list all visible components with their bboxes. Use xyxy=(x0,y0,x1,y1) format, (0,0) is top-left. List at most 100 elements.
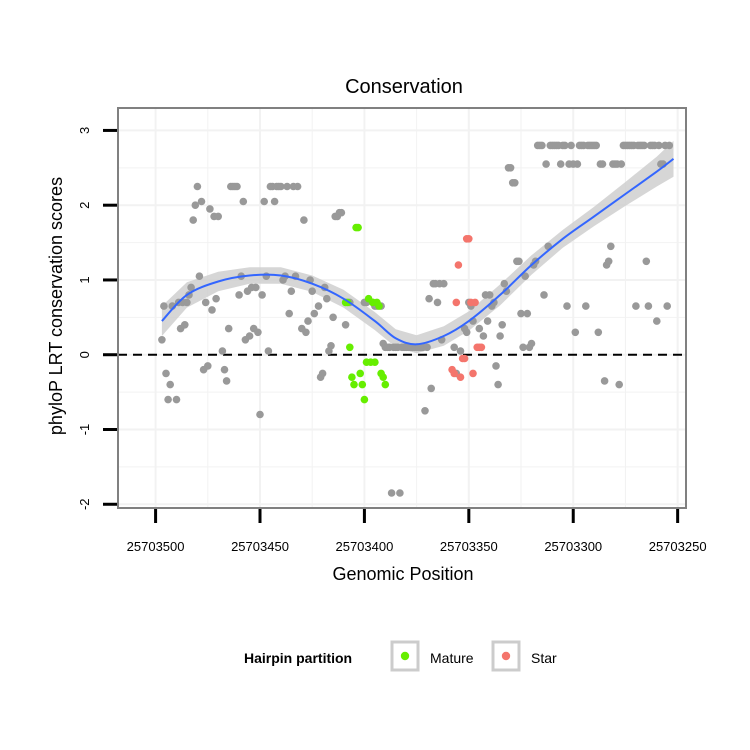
x-tick-label: 25703350 xyxy=(440,539,498,554)
point-other xyxy=(617,160,626,168)
series-star xyxy=(448,235,486,382)
point-other xyxy=(456,347,465,355)
x-axis: 25703500 25703450 25703400 25703350 25703300… xyxy=(127,509,707,554)
point-other xyxy=(604,257,613,266)
point-other xyxy=(172,395,181,404)
point-other xyxy=(252,283,260,292)
point-other xyxy=(270,197,279,206)
point-other xyxy=(341,321,350,329)
point-other xyxy=(425,294,433,303)
y-tick-label: -1 xyxy=(77,424,92,436)
point-other xyxy=(632,302,640,310)
point-other xyxy=(567,141,575,150)
point-star xyxy=(452,298,461,307)
point-other xyxy=(427,384,436,393)
y-tick-label: 2 xyxy=(77,202,92,209)
point-other xyxy=(283,182,291,191)
point-other xyxy=(540,291,548,299)
point-other xyxy=(162,369,170,378)
point-star xyxy=(465,235,473,243)
grid-lines xyxy=(118,108,686,508)
point-other xyxy=(258,291,266,299)
point-other xyxy=(607,242,615,251)
point-other xyxy=(327,342,335,350)
point-other xyxy=(164,395,172,404)
point-other xyxy=(494,380,502,389)
point-other xyxy=(277,182,285,191)
point-mature xyxy=(379,373,388,382)
smooth-line-layer xyxy=(161,158,675,346)
point-mature xyxy=(350,380,358,389)
point-other xyxy=(653,317,661,325)
y-axis-title: phyloP LRT conservation scores xyxy=(46,177,66,435)
plot-border xyxy=(117,107,687,509)
point-other xyxy=(212,294,220,303)
point-star xyxy=(456,373,465,382)
legend-dot-mature xyxy=(400,651,410,661)
point-other xyxy=(300,216,308,224)
point-other xyxy=(527,339,536,348)
point-mature xyxy=(356,369,365,378)
chart-title: Conservation xyxy=(345,76,463,98)
smooth-line xyxy=(161,158,675,346)
point-other xyxy=(304,317,312,325)
y-tick-label: 3 xyxy=(77,127,92,134)
point-other xyxy=(598,160,607,168)
point-other xyxy=(254,328,262,337)
point-star xyxy=(469,369,477,378)
point-other xyxy=(556,160,565,168)
point-other xyxy=(665,141,674,150)
point-other xyxy=(450,343,459,352)
point-other xyxy=(218,347,227,355)
point-other xyxy=(208,306,216,314)
point-other xyxy=(287,287,296,296)
point-other xyxy=(502,287,511,296)
point-other xyxy=(206,205,214,213)
series-other xyxy=(158,141,674,497)
point-other xyxy=(440,279,448,288)
point-other xyxy=(239,197,248,206)
point-other xyxy=(519,343,527,352)
point-other xyxy=(256,410,264,419)
point-other xyxy=(640,141,648,150)
point-other xyxy=(433,298,442,307)
point-other xyxy=(285,309,294,318)
point-mature xyxy=(354,223,362,232)
point-other xyxy=(462,328,471,337)
point-other xyxy=(396,489,404,497)
point-mature xyxy=(360,395,369,404)
point-other xyxy=(387,489,396,497)
point-other xyxy=(644,302,653,310)
point-other xyxy=(262,272,271,281)
point-other xyxy=(615,380,623,389)
point-other xyxy=(235,291,243,299)
point-other xyxy=(314,302,323,310)
point-other xyxy=(302,328,310,337)
x-tick-label: 25703500 xyxy=(127,539,185,554)
point-other xyxy=(260,197,269,206)
point-other xyxy=(423,343,431,352)
point-star xyxy=(471,298,479,307)
point-other xyxy=(323,294,331,303)
point-mature xyxy=(348,373,356,382)
point-other xyxy=(193,182,202,191)
legend: Hairpin partition Mature Star xyxy=(244,640,557,672)
point-other xyxy=(318,369,327,378)
point-other xyxy=(475,324,484,333)
point-other xyxy=(181,321,189,329)
point-other xyxy=(490,298,498,307)
point-other xyxy=(571,328,580,337)
point-other xyxy=(166,380,174,389)
point-other xyxy=(594,328,603,337)
point-mature xyxy=(358,380,367,389)
point-other xyxy=(214,212,222,221)
point-other xyxy=(498,321,507,329)
point-other xyxy=(201,298,210,307)
point-other xyxy=(655,141,663,150)
point-mature xyxy=(381,380,390,389)
y-tick-label: 0 xyxy=(77,351,92,358)
points-layer xyxy=(158,141,674,497)
x-tick-label: 25703400 xyxy=(335,539,393,554)
legend-title: Hairpin partition xyxy=(244,650,352,666)
point-mature xyxy=(346,343,354,352)
